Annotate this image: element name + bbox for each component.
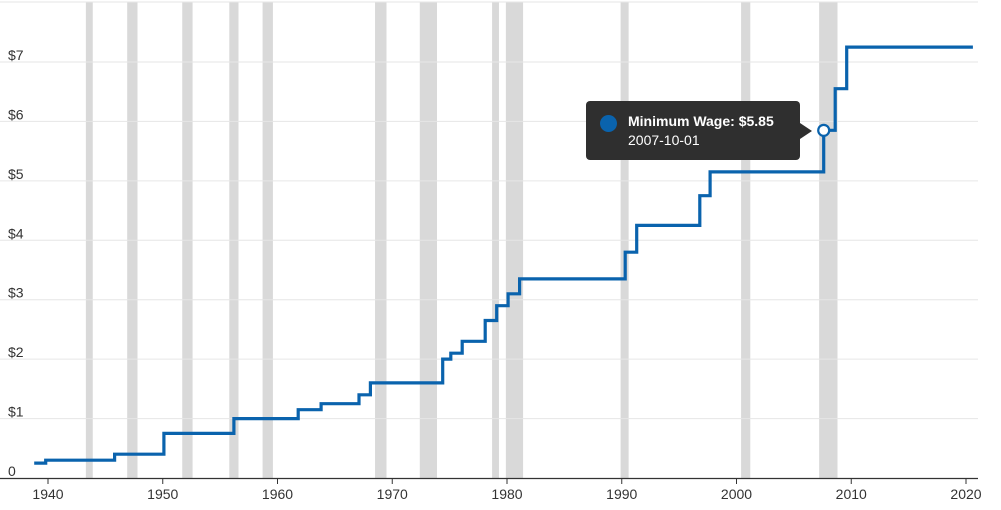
gridlines <box>0 1 978 420</box>
data-tooltip: Minimum Wage: $5.85 2007-10-01 <box>586 101 812 160</box>
hover-marker-group <box>817 123 831 137</box>
x-tick-label: 2010 <box>836 486 867 502</box>
x-tick-label: 1940 <box>32 486 63 502</box>
y-tick-label: $3 <box>8 285 24 301</box>
y-tick-label: 0 <box>8 463 16 479</box>
highlighted-data-point[interactable] <box>817 123 831 137</box>
x-axis-tick-labels: 1940 1950 1960 1970 1980 1990 2000 2010 2020 <box>32 486 981 502</box>
x-tick-label: 1950 <box>147 486 178 502</box>
x-tick-label: 2000 <box>721 486 752 502</box>
x-tick-label: 1960 <box>262 486 293 502</box>
y-tick-label: $2 <box>8 344 24 360</box>
tooltip-value: Minimum Wage: $5.85 <box>628 113 774 129</box>
y-axis-tick-labels: 0 $1 $2 $3 $4 $5 $6 $7 <box>8 47 24 479</box>
y-tick-label: $1 <box>8 404 24 420</box>
x-axis <box>0 477 978 484</box>
x-tick-label: 1970 <box>377 486 408 502</box>
series-group <box>34 45 973 465</box>
y-tick-label: $5 <box>8 166 24 182</box>
y-tick-label: $6 <box>8 106 24 122</box>
y-tick-label: $4 <box>8 225 24 241</box>
series-line-minimum-wage <box>34 45 973 465</box>
x-tick-label: 1980 <box>491 486 522 502</box>
x-tick-label: 2020 <box>950 486 981 502</box>
tooltip-date: 2007-10-01 <box>628 132 700 148</box>
y-tick-label: $7 <box>8 47 24 63</box>
x-tick-label: 1990 <box>606 486 637 502</box>
series-color-dot-icon <box>600 115 617 132</box>
